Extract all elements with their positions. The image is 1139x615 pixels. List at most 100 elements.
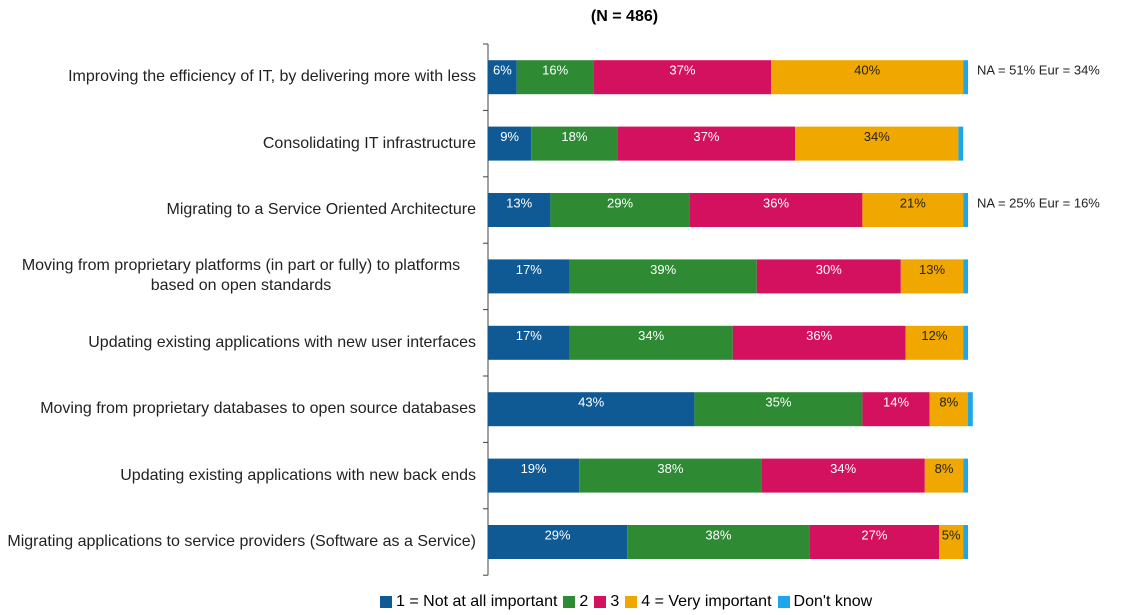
legend-label: 2 xyxy=(579,593,589,610)
bar-segment xyxy=(795,126,959,161)
bar-segment xyxy=(939,525,964,559)
legend-label: 3 xyxy=(610,593,620,610)
category-label-box: Updating existing applications with new … xyxy=(0,313,476,373)
data-label: 30% xyxy=(816,262,842,277)
bar-segment xyxy=(732,325,906,360)
legend-item: 3 xyxy=(594,593,619,611)
bar-segment xyxy=(929,392,968,427)
legend: 1 = Not at all important 2 3 4 = Very impor… xyxy=(380,593,878,611)
bar-segment xyxy=(963,60,968,95)
bar-segment xyxy=(488,60,517,95)
data-label: 36% xyxy=(763,195,789,210)
bar-segment xyxy=(488,525,628,559)
bar-segment xyxy=(900,259,964,294)
data-label: 14% xyxy=(883,395,909,410)
bar-segment xyxy=(488,392,695,427)
data-label: 9% xyxy=(500,129,519,144)
chart-title: (N = 486) xyxy=(590,8,659,25)
data-label: 38% xyxy=(705,527,731,542)
legend-swatch xyxy=(777,596,790,608)
data-label: 39% xyxy=(650,262,676,277)
data-label: 29% xyxy=(607,195,633,210)
data-label: 8% xyxy=(935,461,954,476)
legend-swatch xyxy=(380,596,392,608)
data-label: 19% xyxy=(521,461,547,476)
category-label-box: Improving the efficiency of IT, by deliv… xyxy=(0,47,476,107)
data-label: 29% xyxy=(545,527,571,542)
category-label: Moving from proprietary platforms (in pa… xyxy=(21,257,461,295)
bar-segment xyxy=(488,126,532,161)
category-label: Updating existing applications with new … xyxy=(120,466,476,484)
data-label: 17% xyxy=(516,262,542,277)
bar-segment xyxy=(963,259,968,294)
legend-item: Don't know xyxy=(777,593,873,611)
data-label: 27% xyxy=(861,527,887,542)
data-label: 38% xyxy=(657,461,683,476)
bar-segment xyxy=(905,325,964,360)
data-label: 5% xyxy=(942,527,961,542)
bar-segment xyxy=(689,193,863,227)
bar-segment xyxy=(488,458,580,493)
data-label: 40% xyxy=(854,63,880,78)
bar-segment xyxy=(531,126,618,161)
category-label: Migrating to a Service Oriented Architec… xyxy=(166,201,476,218)
category-label-box: Migrating applications to service provid… xyxy=(0,512,476,572)
data-label: 8% xyxy=(939,395,958,410)
category-label-box: Consolidating IT infrastructure xyxy=(0,114,476,174)
legend-label: 4 = Very important xyxy=(641,593,772,610)
data-label: 16% xyxy=(542,63,568,78)
legend-swatch xyxy=(563,596,576,608)
bar-segment xyxy=(963,525,968,559)
bar-segment xyxy=(516,60,594,95)
category-label-box: Moving from proprietary databases to ope… xyxy=(0,379,476,439)
bar-segment xyxy=(488,325,570,360)
legend-swatch xyxy=(594,596,607,608)
bar-segment xyxy=(593,60,772,95)
data-label: 34% xyxy=(638,328,664,343)
bar-segment xyxy=(862,193,964,227)
bar-segment xyxy=(761,458,925,493)
annotation: NA = 51% Eur = 34% xyxy=(977,63,1100,78)
bar-segment xyxy=(963,325,968,360)
bar-segment xyxy=(488,259,570,294)
data-label: 37% xyxy=(693,129,719,144)
data-label: 35% xyxy=(765,395,791,410)
data-label: 37% xyxy=(669,63,695,78)
bar-segment xyxy=(958,126,964,161)
bar-segment xyxy=(968,392,973,427)
bar-segment xyxy=(963,193,968,227)
data-label: 18% xyxy=(561,129,587,144)
bar-segment xyxy=(579,458,762,493)
category-label: Consolidating IT infrastructure xyxy=(262,134,476,152)
bar-segment xyxy=(963,458,968,493)
data-label: 43% xyxy=(578,395,604,410)
bar-segment xyxy=(862,392,930,427)
bar-segment xyxy=(771,60,964,95)
legend-label: 1 = Not at all important xyxy=(396,593,558,610)
category-label-box: Moving from proprietary platforms (in pa… xyxy=(0,246,476,306)
bar-segment xyxy=(627,525,810,559)
bar-segment xyxy=(809,525,940,559)
legend-label: Don't know xyxy=(793,593,873,610)
bar-segment xyxy=(924,458,964,493)
data-label: 36% xyxy=(806,328,832,343)
bar-segment xyxy=(694,392,863,427)
legend-item: 4 = Very important xyxy=(625,593,772,611)
bar-segment xyxy=(569,325,733,360)
data-label: 6% xyxy=(493,63,512,78)
category-label: Migrating applications to service provid… xyxy=(7,533,476,550)
data-label: 13% xyxy=(919,262,945,277)
bar-segment xyxy=(550,193,690,227)
category-label-box: Migrating to a Service Oriented Architec… xyxy=(0,180,476,240)
data-label: 17% xyxy=(516,328,542,343)
data-label: 34% xyxy=(864,129,890,144)
data-label: 34% xyxy=(830,461,856,476)
bar-segment xyxy=(756,259,901,294)
bar-segment xyxy=(488,193,551,227)
data-label: 13% xyxy=(506,195,532,210)
bar-segment xyxy=(617,126,796,161)
legend-item: 1 = Not at all important xyxy=(380,593,557,611)
annotation: NA = 25% Eur = 16% xyxy=(977,195,1100,210)
category-label: Updating existing applications with new … xyxy=(88,333,476,351)
